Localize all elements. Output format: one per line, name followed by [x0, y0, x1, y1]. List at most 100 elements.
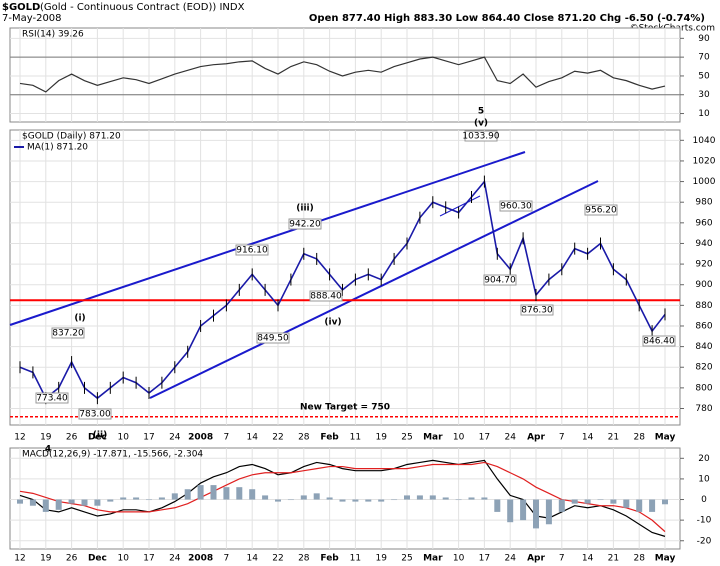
x-tick-label: 24	[504, 433, 516, 443]
histogram-bar	[68, 499, 75, 504]
x-tick-label: Dec	[88, 554, 107, 564]
histogram-bar	[210, 485, 217, 500]
histogram-bar	[597, 499, 604, 501]
histogram-bar	[584, 499, 591, 504]
x-tick-label: Mar	[423, 554, 443, 564]
y-tick-label: 820	[695, 363, 712, 373]
histogram-bar	[171, 493, 178, 500]
wave-label: (i)	[74, 314, 85, 324]
price-label: 960.30	[500, 202, 532, 212]
histogram-bar	[184, 489, 191, 500]
wedge-lines	[9, 151, 599, 399]
label-box	[235, 244, 269, 256]
y-tick-label: 940	[695, 239, 712, 249]
y-tick-label: 10	[698, 474, 710, 484]
x-tick-label: 19	[40, 433, 52, 443]
x-tick-label: 17	[143, 433, 154, 443]
x-tick-label: 28	[298, 554, 310, 564]
x-tick-label: 2008	[188, 554, 213, 564]
x-tick-label: Mar	[423, 433, 443, 443]
symbol: $GOLD	[2, 2, 40, 13]
x-tick-label: 7	[559, 554, 565, 564]
x-tick-label: 10	[117, 554, 129, 564]
y-tick-label: 1020	[693, 156, 716, 166]
trend-line	[9, 151, 526, 326]
histogram-bar	[442, 497, 449, 500]
y-tick-label: 920	[695, 260, 712, 270]
x-tick-label: 12	[14, 433, 25, 443]
y-tick-label: 0	[701, 495, 707, 505]
wave-label: (iv)	[324, 318, 341, 328]
x-tick-label: 22	[272, 433, 283, 443]
histogram-bar	[197, 485, 204, 500]
x-tick-label: 10	[117, 433, 129, 443]
y-tick-label: 840	[695, 342, 712, 352]
x-tick-label: 26	[66, 554, 78, 564]
histogram-bar	[610, 499, 617, 504]
histogram-bar	[146, 499, 152, 501]
label-box	[464, 130, 498, 142]
histogram-bar	[262, 495, 269, 500]
wave-label: (iii)	[296, 204, 313, 214]
symbol-name: (Gold - Continuous Contract (EOD)) INDX	[40, 2, 245, 13]
label-box	[520, 304, 554, 316]
label-box	[499, 200, 533, 212]
x-tick-label: 17	[143, 554, 154, 564]
price-label: 773.40	[36, 394, 68, 404]
histogram-bar	[533, 499, 539, 529]
x-tick-label: 10	[453, 554, 465, 564]
label-box	[309, 290, 343, 302]
histogram-bar	[287, 499, 294, 501]
histogram-bar	[236, 487, 243, 500]
histogram-bar	[42, 499, 49, 512]
histogram-bar	[623, 499, 630, 508]
x-tick-label: 14	[582, 554, 594, 564]
price-label: 837.20	[52, 329, 84, 339]
x-tick-label: 24	[504, 554, 516, 564]
x-tick-label: 17	[479, 554, 490, 564]
x-tick-label: Feb	[320, 433, 339, 443]
histogram-bar	[545, 499, 552, 525]
y-tick-label: -10	[697, 516, 712, 526]
wave-label: 5	[478, 107, 484, 117]
y-tick-label: 860	[695, 321, 712, 331]
x-tick-label: Apr	[527, 554, 545, 564]
x-tick-label: 17	[479, 433, 490, 443]
x-tick-label: 21	[608, 433, 619, 443]
label-box	[483, 274, 517, 286]
histogram-bar	[120, 497, 127, 500]
series-line	[19, 56, 666, 93]
price-label: 916.10	[236, 246, 268, 256]
histogram-bar	[649, 499, 656, 512]
y-tick-label: 10	[698, 109, 710, 119]
price-label: 942.20	[289, 220, 321, 230]
histogram-bar	[81, 499, 88, 506]
histogram-bar	[429, 495, 436, 500]
x-tick-label: 24	[169, 433, 181, 443]
histogram-bar	[365, 499, 372, 502]
price-label: 888.40	[310, 292, 342, 302]
y-tick-label: 960	[695, 218, 712, 228]
histogram-bar	[133, 497, 140, 500]
price-label: 956.20	[585, 206, 617, 216]
histogram-bar	[158, 497, 165, 500]
histogram-bar	[300, 495, 307, 500]
y-tick-label: 30	[698, 90, 710, 100]
x-tick-label: 28	[633, 554, 645, 564]
x-tick-label: 7	[224, 433, 230, 443]
price-label: 876.30	[521, 306, 553, 316]
x-tick-label: 14	[246, 554, 258, 564]
y-tick-label: 800	[695, 383, 712, 393]
panel	[9, 129, 681, 426]
label-box	[642, 335, 676, 347]
panel-legend: RSI(14) 39.26	[22, 30, 84, 40]
x-tick-label: 10	[453, 433, 465, 443]
y-tick-label: 980	[695, 198, 712, 208]
panel-legend: $GOLD (Daily) 871.20	[22, 132, 121, 142]
price-label: 849.50	[257, 334, 289, 344]
x-tick-label: 22	[272, 554, 283, 564]
price-label: 1033.90	[462, 132, 499, 142]
x-tick-label: 12	[14, 554, 25, 564]
histogram-bar	[571, 499, 578, 504]
histogram-bar	[662, 499, 668, 505]
